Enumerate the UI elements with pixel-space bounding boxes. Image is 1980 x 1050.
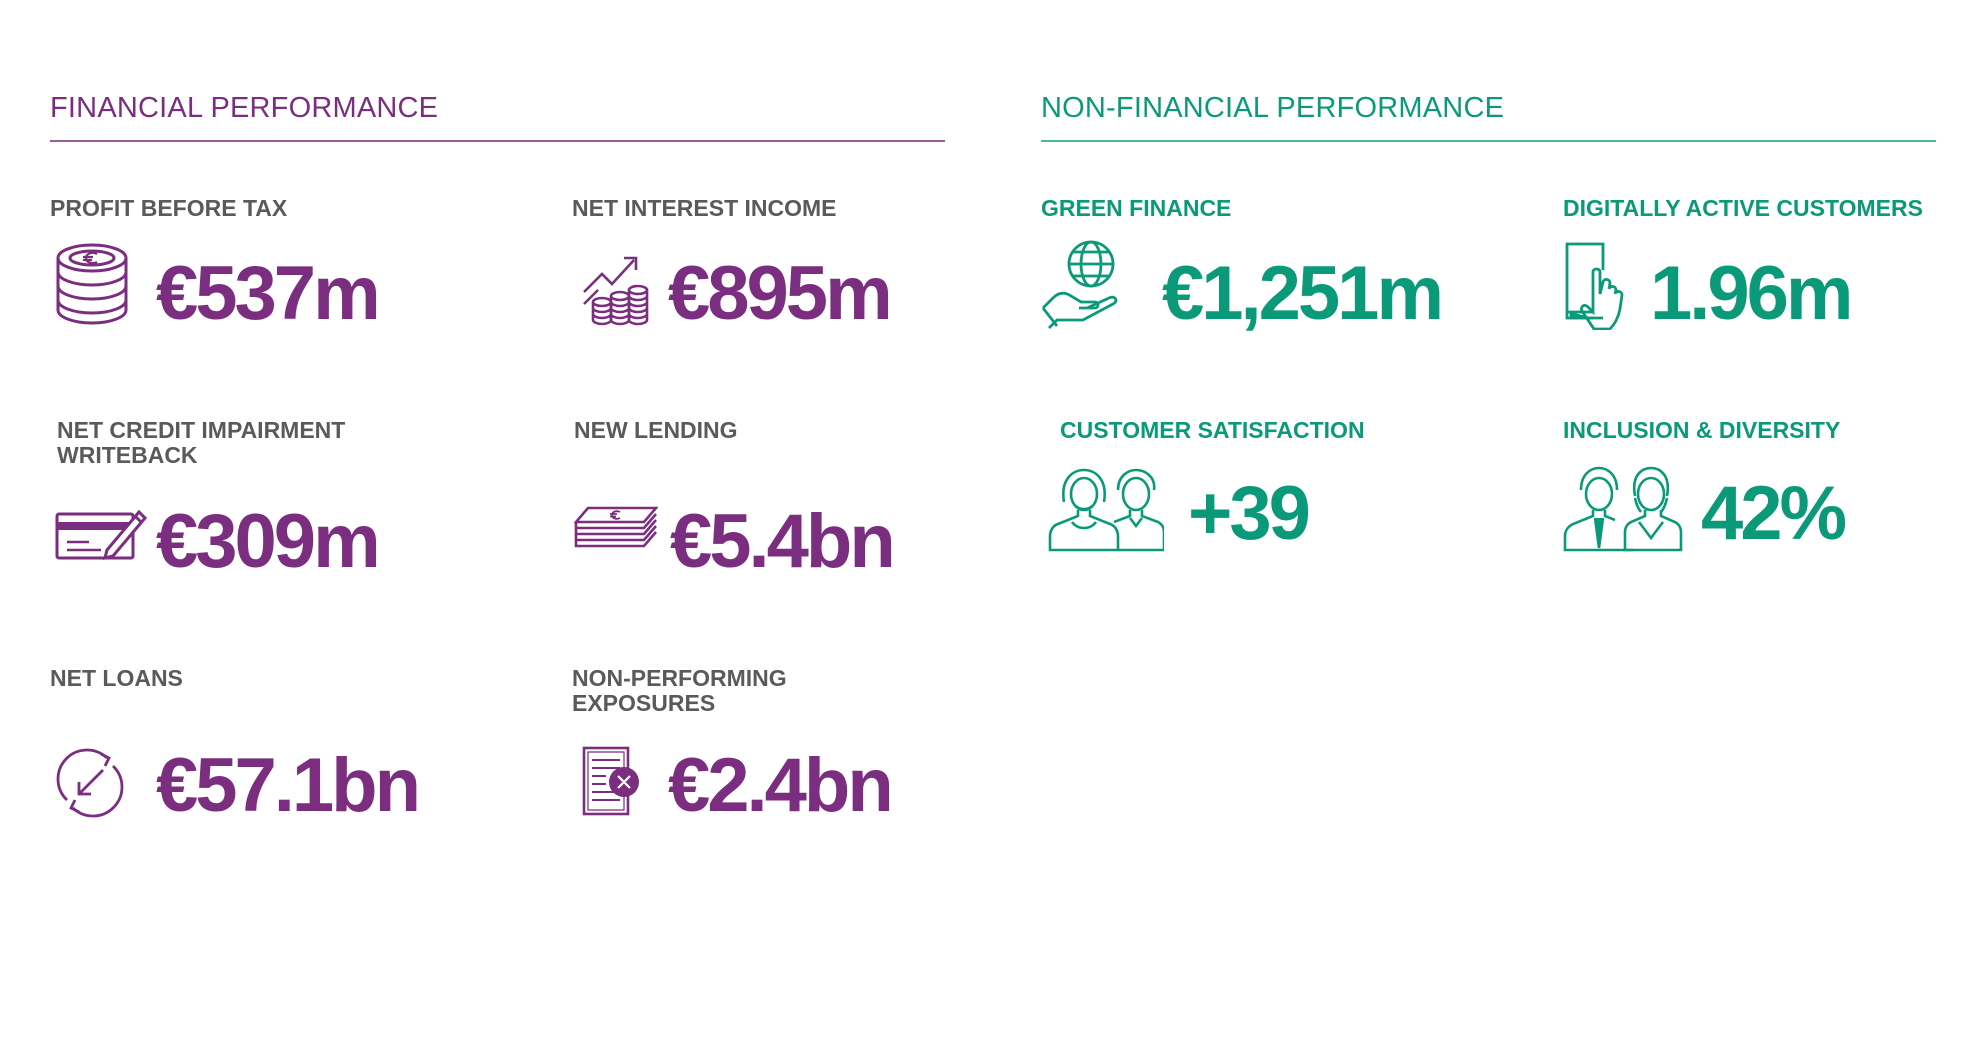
kpi-value: €5.4bn	[670, 499, 896, 584]
kpi-value: €537m	[156, 251, 381, 336]
banknote-stack-icon	[574, 504, 658, 564]
section-title: FINANCIAL PERFORMANCE	[50, 92, 439, 124]
kpi-net-loans: NET LOANS €57.1bn	[50, 666, 470, 866]
section-divider	[1041, 140, 1936, 142]
kpi-new-lending: NEW LENDING €5.4bn	[574, 418, 994, 618]
two-customers-icon	[1048, 468, 1164, 552]
kpi-label: GREEN FINANCE	[1041, 195, 1232, 221]
kpi-label: NET CREDIT IMPAIRMENT WRITEBACK	[57, 417, 346, 468]
kpi-net-credit-impairment-writeback: NET CREDIT IMPAIRMENT WRITEBACK €309m	[55, 417, 477, 618]
kpi-label: DIGITALLY ACTIVE CUSTOMERS	[1563, 195, 1923, 221]
kpi-label: PROFIT BEFORE TAX	[50, 195, 288, 221]
section-title: NON-FINANCIAL PERFORMANCE	[1041, 92, 1505, 124]
kpi-value: €309m	[156, 499, 381, 584]
kpi-value: €1,251m	[1162, 251, 1444, 336]
cheque-pen-icon	[55, 504, 147, 562]
kpi-value: €895m	[668, 251, 893, 336]
document-cross-icon	[582, 746, 642, 818]
kpi-label: NON-PERFORMING EXPOSURES	[572, 665, 787, 716]
kpi-green-finance: GREEN FINANCE €1,251m	[1041, 196, 1461, 396]
tablet-touch-icon	[1563, 242, 1637, 330]
kpi-net-interest-income: NET INTEREST INCOME €895m	[572, 196, 992, 396]
kpi-digitally-active-customers: DIGITALLY ACTIVE CUSTOMERS 1.96m	[1563, 196, 1980, 396]
kpi-value: €57.1bn	[156, 743, 421, 828]
euro-coins-icon	[55, 242, 129, 326]
kpi-value: 1.96m	[1650, 251, 1853, 336]
kpi-label: INCLUSION & DIVERSITY	[1563, 417, 1841, 443]
kpi-label: NEW LENDING	[574, 417, 738, 443]
kpi-profit-before-tax: PROFIT BEFORE TAX €537m	[50, 196, 470, 396]
growth-coins-icon	[582, 252, 650, 326]
kpi-customer-satisfaction: CUSTOMER SATISFACTION +39	[1048, 417, 1480, 618]
kpi-value: +39	[1188, 471, 1311, 556]
kpi-non-performing-exposures: NON-PERFORMING EXPOSURES €2.4bn	[572, 666, 992, 866]
kpi-value: €2.4bn	[668, 743, 894, 828]
diverse-people-icon	[1563, 466, 1683, 552]
kpi-label: CUSTOMER SATISFACTION	[1060, 417, 1365, 443]
kpi-value: 42%	[1701, 471, 1847, 556]
kpi-label: NET LOANS	[50, 665, 183, 691]
kpi-inclusion-diversity: INCLUSION & DIVERSITY 42%	[1563, 418, 1980, 618]
section-divider	[50, 140, 945, 142]
globe-hand-icon	[1041, 238, 1131, 334]
kpi-label: NET INTEREST INCOME	[572, 195, 837, 221]
circular-arrows-icon	[55, 748, 125, 818]
